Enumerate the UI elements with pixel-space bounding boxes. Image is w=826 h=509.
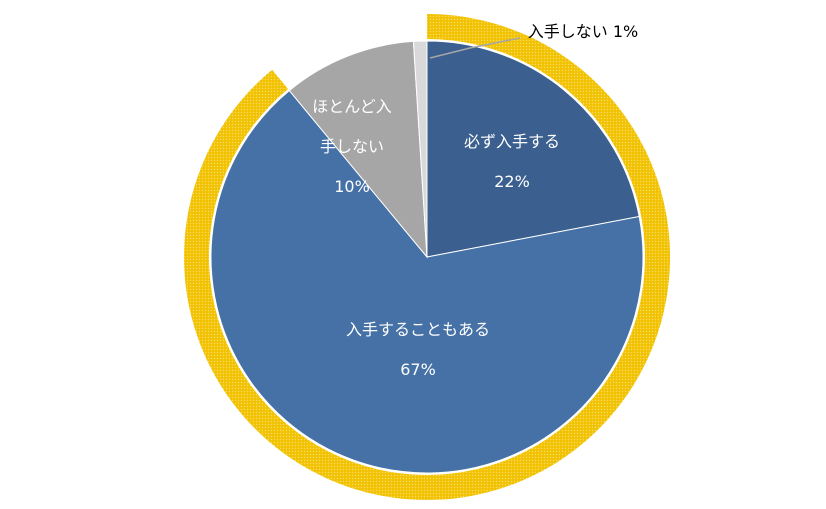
pie-slice bbox=[288, 40, 428, 259]
leader-line bbox=[429, 37, 521, 59]
value-label: 1% bbox=[612, 22, 639, 41]
value-label: 10% bbox=[334, 177, 370, 196]
category-label: ほとんど入手しない bbox=[312, 97, 392, 156]
data-label: ほとんど入手しない 10% bbox=[310, 87, 394, 207]
value-label: 67% bbox=[400, 360, 436, 379]
data-label: 必ず入手する 22% bbox=[464, 122, 560, 202]
category-label: 必ず入手する bbox=[463, 132, 561, 151]
category-label: 入手することもある bbox=[345, 320, 491, 339]
pie-slice bbox=[426, 40, 640, 258]
value-label: 22% bbox=[494, 172, 530, 191]
category-label: 入手しない bbox=[527, 22, 608, 41]
data-label: 入手しない 1% bbox=[528, 22, 639, 42]
pie-slice bbox=[412, 40, 428, 258]
data-label: 入手することもある 67% bbox=[346, 310, 490, 390]
pie-slice bbox=[210, 89, 644, 474]
